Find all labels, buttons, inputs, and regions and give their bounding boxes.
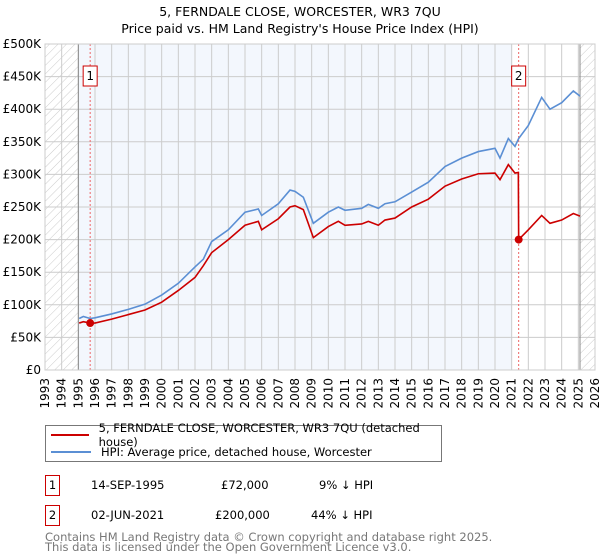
plot-border <box>44 43 596 371</box>
x-tick-label: 2022 <box>521 378 535 409</box>
x-tick-label: 2014 <box>388 378 402 409</box>
hpi-series-line <box>78 89 581 320</box>
legend: 5, FERNDALE CLOSE, WORCESTER, WR3 7QU (d… <box>45 421 442 462</box>
x-tick-label: 2017 <box>438 378 452 409</box>
legend-swatch-red <box>51 434 89 436</box>
x-tick-label: 2018 <box>455 378 469 409</box>
sale-price: £72,000 <box>221 478 269 492</box>
y-tick-label: £50K <box>10 330 42 344</box>
y-tick-label: £300K <box>3 167 43 181</box>
legend-item-hpi: HPI: Average price, detached house, Worc… <box>46 444 372 460</box>
x-tick-label: 1994 <box>55 378 69 409</box>
footer-copyright: Contains HM Land Registry data © Crown c… <box>45 530 493 544</box>
x-tick-label: 2000 <box>155 378 169 409</box>
x-tick-label: 1993 <box>38 378 52 409</box>
y-tick-label: £200K <box>3 233 43 247</box>
x-tick-label: 2023 <box>538 378 552 409</box>
sale-point <box>86 319 95 328</box>
sale-point <box>514 235 523 244</box>
price-series-line <box>78 163 581 324</box>
x-tick-label: 2008 <box>288 378 302 409</box>
y-tick-label: £150K <box>3 265 43 279</box>
sale-marker-box <box>511 65 527 87</box>
chart-title: 5, FERNDALE CLOSE, WORCESTER, WR3 7QU <box>159 4 441 19</box>
sale-marker-label: 2 <box>515 69 523 83</box>
y-tick-label: £500K <box>3 37 43 51</box>
x-tick-label: 2025 <box>571 378 585 409</box>
x-tick-label: 2024 <box>555 378 569 409</box>
x-tick-label: 2012 <box>355 378 369 409</box>
x-tick-label: 1996 <box>88 378 102 409</box>
x-tick-label: 2011 <box>338 378 352 409</box>
x-tick-label: 1999 <box>138 378 152 409</box>
sale-hpi-diff: 44% ↓ HPI <box>311 508 373 522</box>
sale-date: 14-SEP-1995 <box>91 478 165 492</box>
y-tick-label: £250K <box>3 200 43 214</box>
price-chart: 5, FERNDALE CLOSE, WORCESTER, WR3 7QU Pr… <box>3 4 600 409</box>
x-tick-label: 2006 <box>255 378 269 409</box>
y-tick-label: £450K <box>3 70 43 84</box>
x-tick-label: 2021 <box>505 378 519 409</box>
sale-row-1: 1 14-SEP-1995 £72,000 9% ↓ HPI <box>45 475 445 496</box>
x-tick-label: 1995 <box>71 378 85 409</box>
x-tick-label: 2009 <box>305 378 319 409</box>
y-tick-label: £350K <box>3 135 43 149</box>
sale-marker-box <box>82 65 98 87</box>
x-tick-label: 2007 <box>271 378 285 409</box>
legend-item-property: 5, FERNDALE CLOSE, WORCESTER, WR3 7QU (d… <box>46 421 441 449</box>
x-tick-label: 2016 <box>421 378 435 409</box>
sale-marker-badge: 1 <box>45 475 60 496</box>
x-tick-label: 1998 <box>121 378 135 409</box>
legend-label: HPI: Average price, detached house, Worc… <box>101 445 372 459</box>
x-tick-label: 2005 <box>238 378 252 409</box>
footer-license: This data is licensed under the Open Gov… <box>45 540 412 554</box>
x-tick-label: 2015 <box>405 378 419 409</box>
sale-marker-badge: 2 <box>45 505 60 526</box>
sale-hpi-diff: 9% ↓ HPI <box>319 478 374 492</box>
x-tick-label: 2013 <box>371 378 385 409</box>
sale-row-2: 2 02-JUN-2021 £200,000 44% ↓ HPI <box>45 505 445 526</box>
x-tick-label: 2001 <box>171 378 185 409</box>
x-tick-label: 1997 <box>105 378 119 409</box>
legend-label: 5, FERNDALE CLOSE, WORCESTER, WR3 7QU (d… <box>98 421 420 449</box>
y-tick-label: £100K <box>3 298 43 312</box>
x-tick-label: 2010 <box>321 378 335 409</box>
x-tick-label: 2020 <box>488 378 502 409</box>
sale-price: £200,000 <box>215 508 270 522</box>
x-tick-label: 2026 <box>588 378 600 409</box>
x-tick-label: 2002 <box>188 378 202 409</box>
y-tick-label: £0 <box>26 363 41 377</box>
sale-date: 02-JUN-2021 <box>91 508 165 522</box>
x-tick-label: 2019 <box>471 378 485 409</box>
x-tick-label: 2004 <box>221 378 235 409</box>
chart-subtitle: Price paid vs. HM Land Registry's House … <box>121 21 478 36</box>
sale-marker-label: 1 <box>86 69 94 83</box>
x-tick-label: 2003 <box>205 378 219 409</box>
y-tick-label: £400K <box>3 102 43 116</box>
legend-swatch-blue <box>51 451 91 453</box>
